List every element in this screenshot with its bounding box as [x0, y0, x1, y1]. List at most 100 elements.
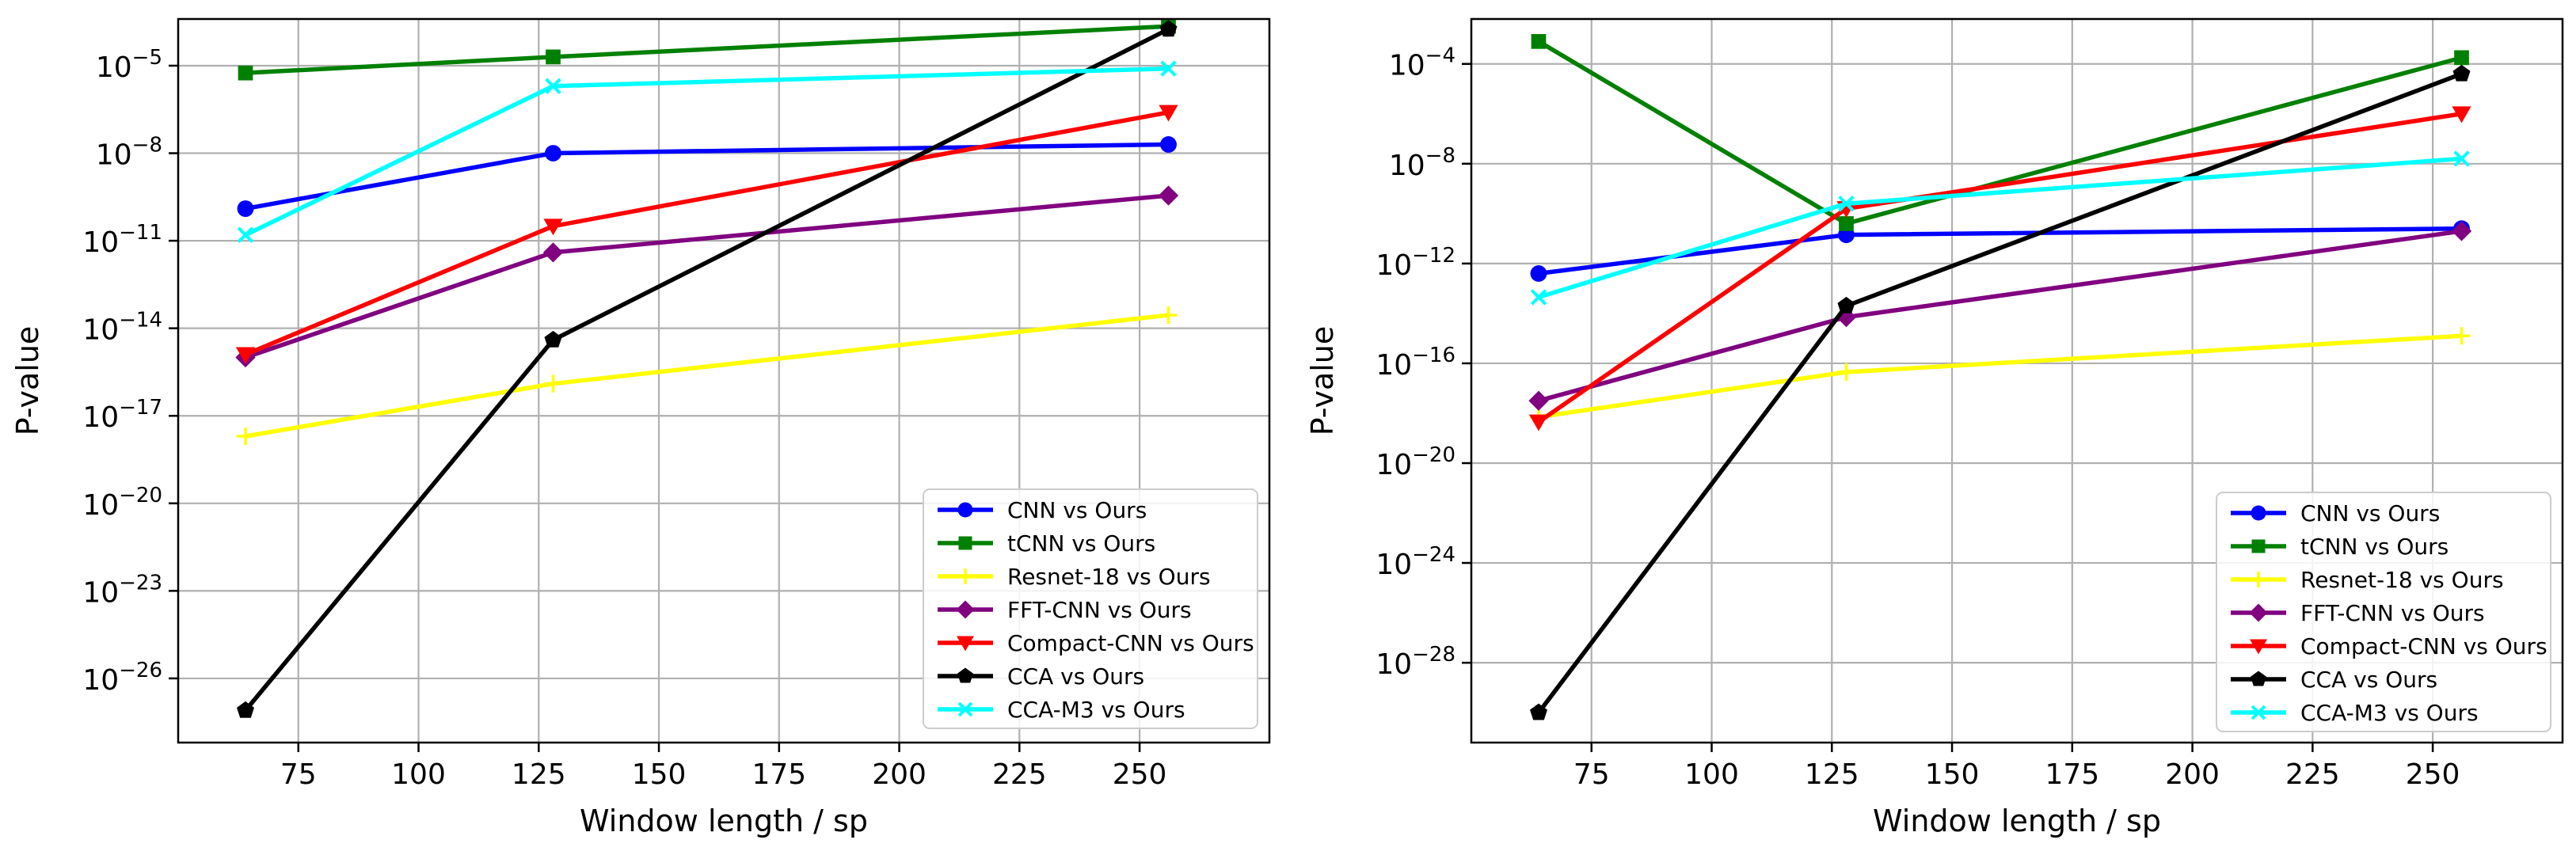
legend-box	[2216, 492, 2551, 732]
legend-marker-cca-m3-vs-ours	[957, 701, 973, 717]
y-tick-label: 10−11	[82, 221, 162, 259]
data-point-cnn-vs-ours	[1530, 265, 1547, 282]
chart-left: 75 100 125 150 175 200 225 25010−510−810−1110−1…	[10, 17, 1271, 838]
x-tick-label: 150	[632, 758, 687, 791]
data-point-cca-vs-ours	[544, 330, 562, 348]
data-point-fft-cnn-vs-ours	[1158, 185, 1179, 206]
data-point-cca-vs-ours	[1159, 20, 1178, 37]
y-tick-base: 10	[1389, 150, 1425, 182]
y-tick-label: 10−5	[96, 46, 162, 84]
data-point-compact-cnn-vs-ours	[2452, 106, 2471, 124]
data-point-compact-cnn-vs-ours	[543, 218, 563, 236]
y-tick-label: 10−14	[82, 309, 162, 347]
y-tick-label: 10−16	[1376, 344, 1455, 382]
x-axis-label: Window length / sp	[580, 804, 868, 838]
y-tick-exponent: −20	[1412, 443, 1455, 467]
y-tick-exponent: −17	[119, 396, 162, 420]
y-tick-exponent: −26	[119, 659, 162, 682]
legend-marker-cnn-vs-ours	[2251, 505, 2266, 521]
data-point-tcnn-vs-ours	[2454, 50, 2469, 66]
y-tick-label: 10−12	[1376, 244, 1455, 282]
data-point-cca-vs-ours	[1530, 703, 1547, 720]
y-tick-exponent: −24	[1412, 543, 1455, 567]
x-tick-label: 250	[1113, 758, 1167, 791]
y-tick-exponent: −28	[1412, 643, 1455, 667]
data-point-cca-m3-vs-ours	[2453, 150, 2470, 167]
data-point-resnet-18-vs-ours	[236, 428, 254, 446]
legend-label-resnet-18-vs-ours: Resnet-18 vs Ours	[2300, 567, 2504, 593]
data-point-fft-cnn-vs-ours	[1528, 390, 1549, 411]
data-point-cca-vs-ours	[2452, 64, 2471, 82]
x-tick-label: 100	[1684, 758, 1739, 791]
x-tick-label: 200	[872, 758, 927, 791]
y-tick-base: 10	[82, 226, 119, 259]
legend-marker-cca-vs-ours	[957, 667, 973, 683]
legend-label-cca-m3-vs-ours: CCA-M3 vs Ours	[1007, 697, 1185, 723]
x-tick-label: 75	[1573, 758, 1610, 791]
y-tick-base: 10	[82, 489, 119, 522]
legend-label-cnn-vs-ours: CNN vs Ours	[2300, 500, 2440, 526]
y-tick-base: 10	[82, 401, 119, 434]
x-tick-label: 225	[992, 758, 1047, 791]
x-tick-label: 200	[2165, 758, 2220, 791]
legend-marker-cca-vs-ours	[2251, 671, 2266, 686]
data-point-cca-vs-ours	[1837, 296, 1855, 314]
legend-marker-fft-cnn-vs-ours	[956, 600, 975, 619]
y-tick-base: 10	[1376, 648, 1412, 681]
legend-marker-cnn-vs-ours	[957, 502, 973, 518]
data-point-resnet-18-vs-ours	[1837, 363, 1855, 381]
legend-label-tcnn-vs-ours: tCNN vs Ours	[1007, 530, 1155, 557]
y-tick-base: 10	[96, 51, 132, 84]
legend: CNN vs Ours tCNN vs Ours Resnet-18 vs Ours…	[2216, 492, 2551, 732]
y-tick-exponent: −14	[119, 309, 162, 332]
legend-marker-compact-cnn-vs-ours	[957, 636, 974, 652]
axes-frame	[177, 17, 1271, 744]
y-tick-exponent: −23	[119, 571, 162, 595]
legend-label-compact-cnn-vs-ours: Compact-CNN vs Ours	[1007, 630, 1254, 656]
legend-marker-resnet-18-vs-ours	[2251, 572, 2266, 587]
legend-label-tcnn-vs-ours: tCNN vs Ours	[2300, 534, 2449, 560]
x-tick-label: 125	[512, 758, 566, 791]
y-tick-label: 10−26	[82, 659, 162, 697]
data-point-resnet-18-vs-ours	[2452, 327, 2471, 345]
y-tick-base: 10	[1376, 549, 1412, 581]
y-axis-label: P-value	[10, 326, 45, 436]
y-tick-base: 10	[96, 139, 132, 172]
legend-label-cca-vs-ours: CCA vs Ours	[2300, 667, 2437, 693]
x-tick-label: 175	[751, 758, 806, 791]
data-point-compact-cnn-vs-ours	[1159, 104, 1178, 122]
data-point-fft-cnn-vs-ours	[1836, 306, 1857, 328]
y-tick-exponent: −16	[1412, 344, 1455, 367]
y-tick-exponent: −11	[119, 221, 162, 245]
legend-label-cca-vs-ours: CCA vs Ours	[1007, 663, 1144, 690]
data-point-cca-m3-vs-ours	[1838, 196, 1855, 212]
data-point-resnet-18-vs-ours	[1159, 306, 1178, 325]
y-tick-base: 10	[1376, 249, 1412, 282]
data-point-tcnn-vs-ours	[1531, 34, 1547, 49]
legend-label-fft-cnn-vs-ours: FFT-CNN vs Ours	[1007, 597, 1192, 623]
legend-label-cca-m3-vs-ours: CCA-M3 vs Ours	[2300, 700, 2479, 726]
data-point-cnn-vs-ours	[237, 200, 254, 218]
y-tick-base: 10	[1376, 349, 1412, 382]
y-axis-label: P-value	[1305, 326, 1340, 436]
data-point-cca-m3-vs-ours	[237, 226, 254, 243]
legend-label-compact-cnn-vs-ours: Compact-CNN vs Ours	[2300, 633, 2547, 659]
data-point-tcnn-vs-ours	[238, 65, 253, 81]
x-tick-label: 175	[2045, 758, 2099, 791]
y-tick-exponent: −5	[132, 46, 162, 70]
legend-box	[923, 488, 1258, 729]
y-tick-label: 10−24	[1376, 543, 1455, 581]
y-tick-base: 10	[1376, 449, 1412, 481]
x-tick-label: 150	[1925, 758, 1980, 791]
x-tick-label: 250	[2406, 758, 2460, 791]
data-point-compact-cnn-vs-ours	[235, 347, 256, 364]
data-point-cca-vs-ours	[237, 701, 254, 718]
y-tick-base: 10	[82, 314, 119, 347]
legend: CNN vs Ours tCNN vs Ours Resnet-18 vs Ours…	[923, 488, 1258, 729]
data-point-cca-m3-vs-ours	[545, 78, 561, 94]
axes-frame	[1470, 17, 2564, 744]
x-tick-label: 225	[2285, 758, 2340, 791]
data-point-fft-cnn-vs-ours	[2451, 221, 2472, 241]
y-tick-base: 10	[82, 664, 119, 697]
chart-right: 75 100 125 150 175 200 225 25010−410−810−1210−1…	[1305, 17, 2564, 838]
